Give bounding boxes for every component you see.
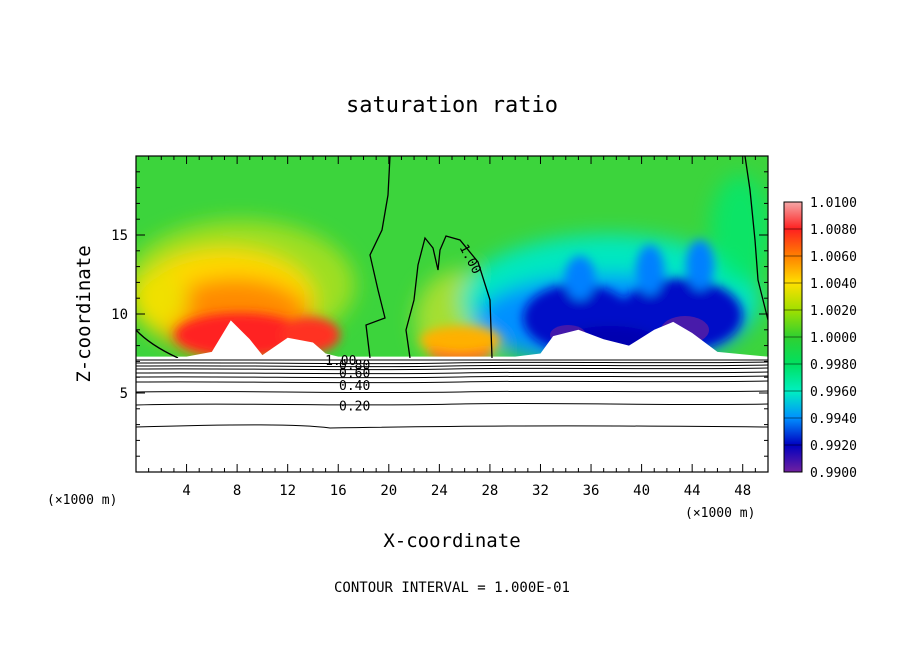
x-tick-label: 12 xyxy=(279,483,296,499)
x-tick-label: 48 xyxy=(734,483,751,499)
y-axis-unit: (×1000 m) xyxy=(47,493,117,508)
colorbar-label: 0.9960 xyxy=(810,385,857,400)
x-tick-label: 36 xyxy=(583,483,600,499)
y-axis-ticks: 5 10 15 xyxy=(111,171,768,457)
contour-labels: 1.001.000.800.600.400.20 xyxy=(325,242,483,415)
colorbar-label: 0.9900 xyxy=(810,466,857,481)
x-tick-label: 28 xyxy=(481,483,498,499)
x-tick-label: 40 xyxy=(633,483,650,499)
colorbar-label: 0.9980 xyxy=(810,358,857,373)
contour-label: 0.60 xyxy=(339,366,370,381)
x-tick-label: 24 xyxy=(431,483,448,499)
x-tick-label: 16 xyxy=(330,483,347,499)
y-tick-label: 5 xyxy=(120,386,128,402)
contour-label: 1.00 xyxy=(325,354,356,369)
y-axis-label: Z-coordinate xyxy=(73,245,95,382)
colorbar-label: 1.0000 xyxy=(810,331,857,346)
colorbar-label: 1.0060 xyxy=(810,250,857,265)
x-tick-label: 32 xyxy=(532,483,549,499)
colorbar-label: 1.0080 xyxy=(810,223,857,238)
x-tick-label: 44 xyxy=(684,483,701,499)
terrain-mask xyxy=(136,320,768,358)
x-tick-label: 20 xyxy=(380,483,397,499)
y-tick-label: 10 xyxy=(111,307,128,323)
contour-label: 0.40 xyxy=(339,379,370,394)
chart-title: saturation ratio xyxy=(346,93,558,118)
contour-label: 0.80 xyxy=(339,359,370,374)
x-axis-ticks: 4 8 12 16 20 24 28 32 36 40 44 48 xyxy=(148,156,756,499)
colorbar-label: 1.0020 xyxy=(810,304,857,319)
contour-label: 0.20 xyxy=(339,400,370,415)
x-tick-label: 4 xyxy=(182,483,190,499)
colorbar-label: 1.0040 xyxy=(810,277,857,292)
x-axis-unit: (×1000 m) xyxy=(685,506,755,521)
y-tick-label: 15 xyxy=(111,228,128,244)
contour-interval-note: CONTOUR INTERVAL = 1.000E-01 xyxy=(334,580,570,596)
lower-contours xyxy=(135,359,769,429)
colorbar-ticks: 1.0100 1.0080 1.0060 1.0040 1.0020 1.0000 0.99… xyxy=(784,196,857,481)
heatmap-field xyxy=(136,156,768,358)
colorbar-label: 1.0100 xyxy=(810,196,857,211)
x-tick-label: 8 xyxy=(233,483,241,499)
colorbar-label: 0.9920 xyxy=(810,439,857,454)
colorbar-label: 0.9940 xyxy=(810,412,857,427)
x-axis-label: X-coordinate xyxy=(383,530,520,552)
